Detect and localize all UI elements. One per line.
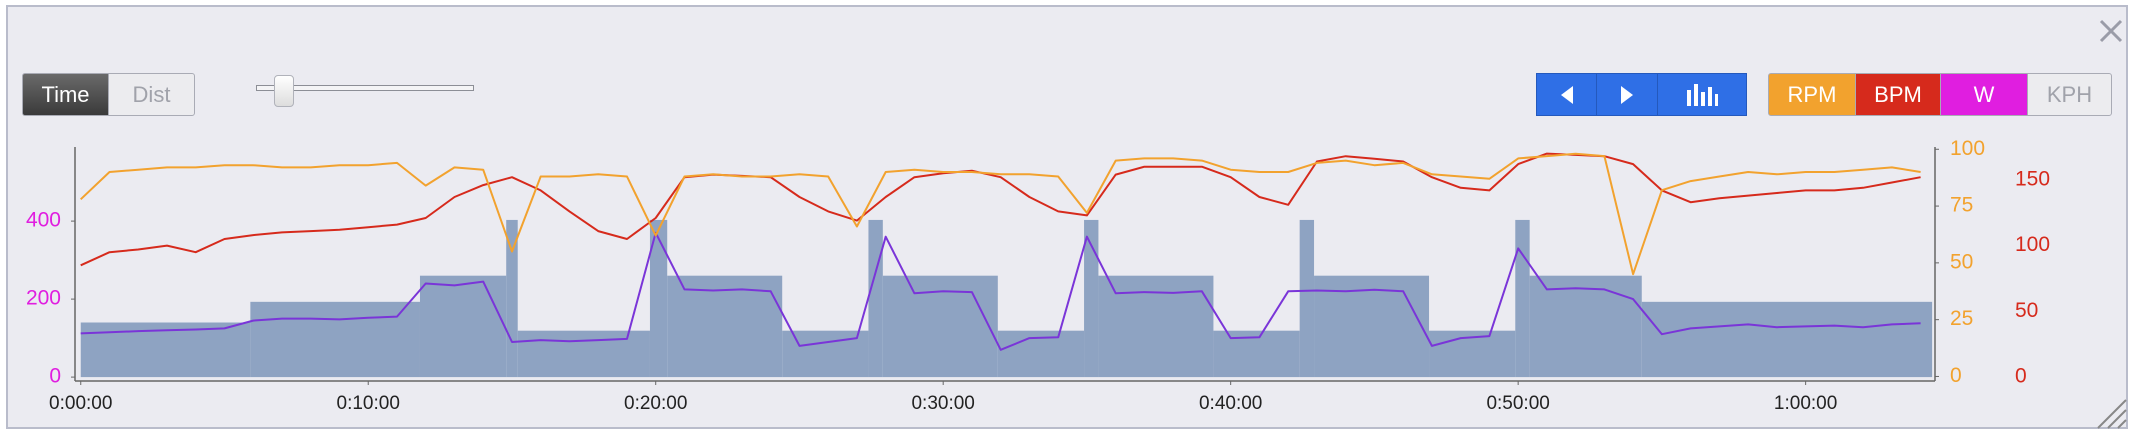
y3-tick-label: 150	[2015, 167, 2050, 190]
target-block	[667, 275, 783, 378]
next-button[interactable]	[1596, 73, 1658, 116]
target-block	[419, 275, 507, 378]
target-block	[1314, 275, 1430, 378]
x-tick-label: 0:10:00	[337, 393, 400, 414]
target-block	[882, 275, 998, 378]
x-tick-label: 1:00:00	[1774, 393, 1837, 414]
target-block	[1429, 330, 1516, 378]
target-block	[868, 219, 883, 378]
series-line	[80, 152, 1921, 267]
close-button[interactable]	[2098, 18, 2124, 44]
w-toggle[interactable]: W	[1940, 73, 2028, 116]
resize-grip	[2097, 399, 2127, 429]
slider-track[interactable]	[256, 85, 474, 91]
target-block	[1515, 219, 1530, 378]
y2-tick-label: 100	[1950, 137, 1985, 160]
x-tick-label: 0:20:00	[624, 393, 687, 414]
dist-button[interactable]: Dist	[108, 73, 195, 116]
y3-tick-label: 50	[2015, 299, 2038, 322]
x-tick-label: 0:00:00	[49, 393, 112, 414]
bars-button[interactable]	[1657, 73, 1747, 116]
y2-tick-label: 50	[1950, 250, 1973, 273]
y2-tick-label: 0	[1950, 364, 1962, 387]
target-block	[517, 330, 650, 378]
y2-tick-label: 25	[1950, 307, 1973, 330]
target-block	[1299, 219, 1315, 378]
y3-tick-label: 100	[2015, 233, 2050, 256]
series-line	[80, 231, 1921, 351]
target-block	[1529, 275, 1642, 378]
target-block	[1084, 219, 1099, 378]
x-tick-label: 0:50:00	[1486, 393, 1549, 414]
x-tick-label: 0:40:00	[1199, 393, 1262, 414]
y-tick-label: 0	[49, 365, 61, 388]
prev-button[interactable]	[1536, 73, 1597, 116]
target-block	[649, 219, 668, 378]
target-block	[1213, 330, 1300, 378]
y-tick-label: 400	[26, 209, 61, 232]
time-button[interactable]: Time	[22, 73, 109, 116]
y-tick-label: 200	[26, 287, 61, 310]
kph-toggle[interactable]: KPH	[2027, 73, 2112, 116]
series-line	[80, 152, 1921, 276]
x-tick-label: 0:30:00	[911, 393, 974, 414]
target-block	[250, 301, 420, 378]
bpm-toggle[interactable]: BPM	[1855, 73, 1941, 116]
y3-tick-label: 0	[2015, 365, 2027, 388]
target-block	[1641, 301, 1933, 378]
rpm-toggle[interactable]: RPM	[1768, 73, 1856, 116]
slider-thumb[interactable]	[274, 75, 294, 107]
y2-tick-label: 75	[1950, 194, 1973, 217]
target-block	[506, 219, 518, 378]
